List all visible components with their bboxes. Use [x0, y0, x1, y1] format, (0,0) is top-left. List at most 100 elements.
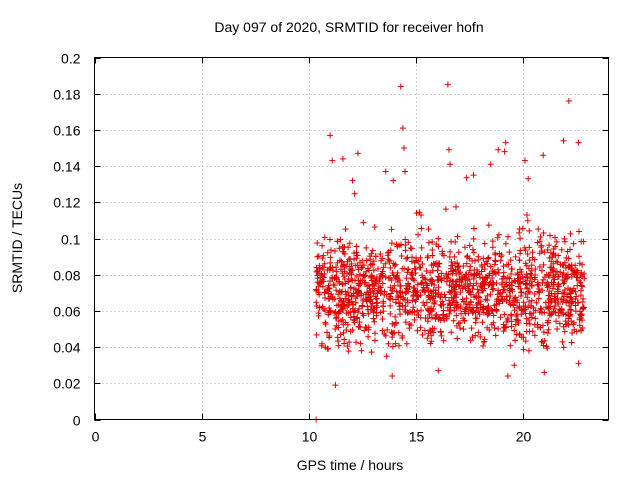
data-point	[555, 283, 562, 290]
data-point	[389, 343, 396, 350]
data-point	[544, 246, 551, 253]
axis-ticks	[94, 57, 609, 421]
data-point	[418, 307, 425, 314]
data-point	[524, 294, 531, 301]
data-point	[428, 338, 435, 345]
data-point	[461, 274, 468, 281]
data-point	[501, 324, 508, 331]
data-point	[451, 307, 458, 314]
data-point	[528, 262, 535, 269]
data-point	[573, 328, 580, 335]
data-point	[547, 232, 554, 239]
data-point	[333, 268, 340, 275]
data-point	[566, 312, 573, 319]
data-point	[471, 257, 478, 264]
data-point	[411, 265, 418, 272]
data-point	[470, 275, 477, 282]
data-point	[550, 274, 557, 281]
data-point	[437, 301, 444, 308]
data-point	[565, 97, 572, 104]
data-point	[461, 317, 468, 324]
data-point	[540, 229, 547, 236]
chart-title: Day 097 of 2020, SRMTID for receiver hof…	[214, 19, 483, 35]
data-point	[463, 260, 470, 267]
data-point	[389, 334, 396, 341]
data-point	[416, 264, 423, 271]
data-point	[547, 296, 554, 303]
data-point	[443, 313, 450, 320]
data-point	[478, 268, 485, 275]
data-point	[415, 231, 421, 238]
data-point	[355, 287, 362, 294]
data-point	[568, 318, 575, 325]
data-point	[565, 315, 572, 322]
data-point	[383, 353, 390, 360]
data-point	[414, 327, 421, 334]
data-point	[512, 337, 519, 344]
data-point	[438, 332, 445, 339]
data-point	[517, 266, 524, 273]
data-point	[467, 263, 474, 270]
data-point	[317, 274, 324, 281]
data-point	[428, 276, 435, 283]
data-point	[539, 287, 546, 294]
data-point	[332, 326, 339, 333]
data-point	[408, 269, 415, 276]
data-point	[485, 310, 492, 317]
y-tick-label: 0.06	[53, 304, 80, 320]
data-point	[439, 248, 446, 255]
data-point	[489, 286, 496, 293]
data-point	[436, 260, 443, 267]
data-point	[423, 268, 430, 275]
data-point	[506, 275, 513, 282]
data-point	[371, 223, 378, 230]
data-point	[456, 276, 463, 283]
data-point	[435, 284, 442, 291]
data-point	[435, 367, 442, 374]
data-point	[492, 270, 499, 277]
data-point	[481, 285, 488, 292]
data-point	[385, 256, 392, 263]
data-point	[485, 254, 492, 261]
data-point	[472, 315, 479, 322]
data-point	[468, 307, 475, 314]
data-point	[343, 327, 350, 334]
data-point	[399, 265, 406, 272]
data-point	[526, 227, 533, 234]
data-point	[425, 226, 432, 233]
data-point	[440, 315, 447, 322]
data-point	[341, 336, 348, 343]
data-point	[437, 294, 444, 301]
data-point	[326, 236, 333, 243]
data-point	[389, 329, 396, 336]
data-point	[502, 240, 509, 247]
data-point	[335, 301, 342, 308]
data-point	[418, 212, 425, 219]
data-point	[380, 308, 387, 315]
data-point	[404, 286, 411, 293]
data-point	[533, 299, 540, 306]
data-point	[351, 190, 358, 197]
data-point	[369, 281, 376, 288]
data-point	[500, 263, 507, 270]
data-point	[438, 270, 445, 277]
data-point	[466, 242, 473, 249]
data-point	[429, 252, 436, 259]
data-point	[388, 277, 395, 284]
data-point	[447, 248, 454, 255]
data-point	[523, 315, 530, 322]
data-point	[339, 288, 346, 295]
data-point	[352, 295, 359, 302]
data-point	[462, 310, 469, 317]
data-point	[347, 266, 354, 273]
data-point	[417, 314, 424, 321]
data-point	[341, 250, 348, 257]
data-point	[532, 265, 539, 272]
data-point	[403, 255, 410, 262]
data-point	[507, 257, 514, 264]
data-point	[504, 373, 511, 380]
data-point	[371, 337, 378, 344]
data-point	[540, 276, 547, 283]
data-point	[382, 274, 389, 281]
data-point	[576, 316, 583, 323]
